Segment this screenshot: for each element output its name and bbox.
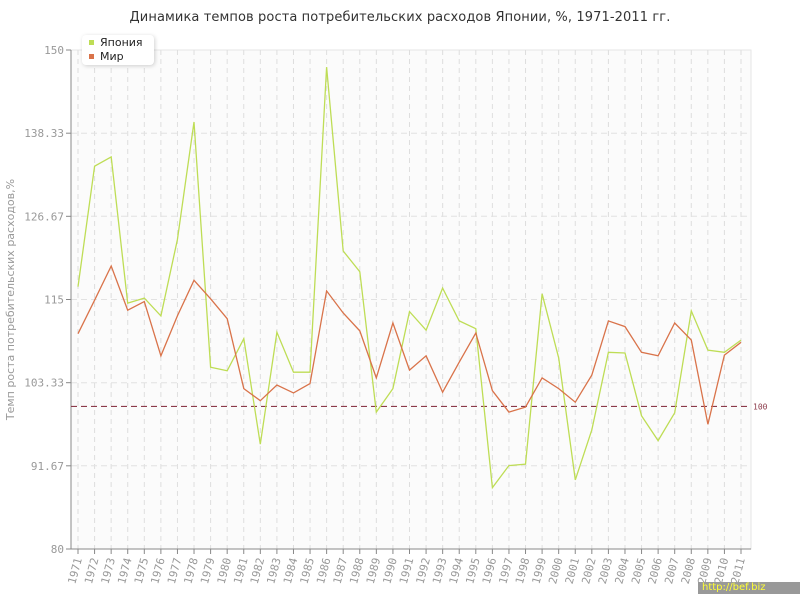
legend-label: Мир (100, 49, 124, 63)
series-line (77, 264, 742, 425)
series-line (77, 67, 742, 490)
legend-item-japan[interactable]: Япония (82, 35, 154, 49)
y-tick-label: 103.33 (24, 377, 64, 390)
legend-swatch-icon (89, 53, 94, 59)
chart-title: Динамика темпов роста потребительских ра… (129, 10, 671, 25)
y-tick-label: 80 (51, 543, 64, 556)
y-axis-label: Темп роста потребительских расходов,% (4, 179, 17, 421)
chart-legend: Япония Мир (82, 35, 154, 65)
y-tick-label: 91.67 (31, 460, 64, 473)
legend-label: Япония (100, 35, 143, 49)
watermark: http://bef.biz (698, 582, 800, 594)
y-tick-label: 138.33 (24, 127, 64, 140)
reference-line-label: 100 (753, 402, 768, 411)
legend-swatch-icon (89, 39, 94, 45)
y-tick-label: 115 (44, 294, 64, 307)
y-tick-label: 150 (44, 44, 64, 57)
y-tick-label: 126.67 (24, 210, 64, 223)
legend-item-world[interactable]: Мир (82, 49, 154, 63)
